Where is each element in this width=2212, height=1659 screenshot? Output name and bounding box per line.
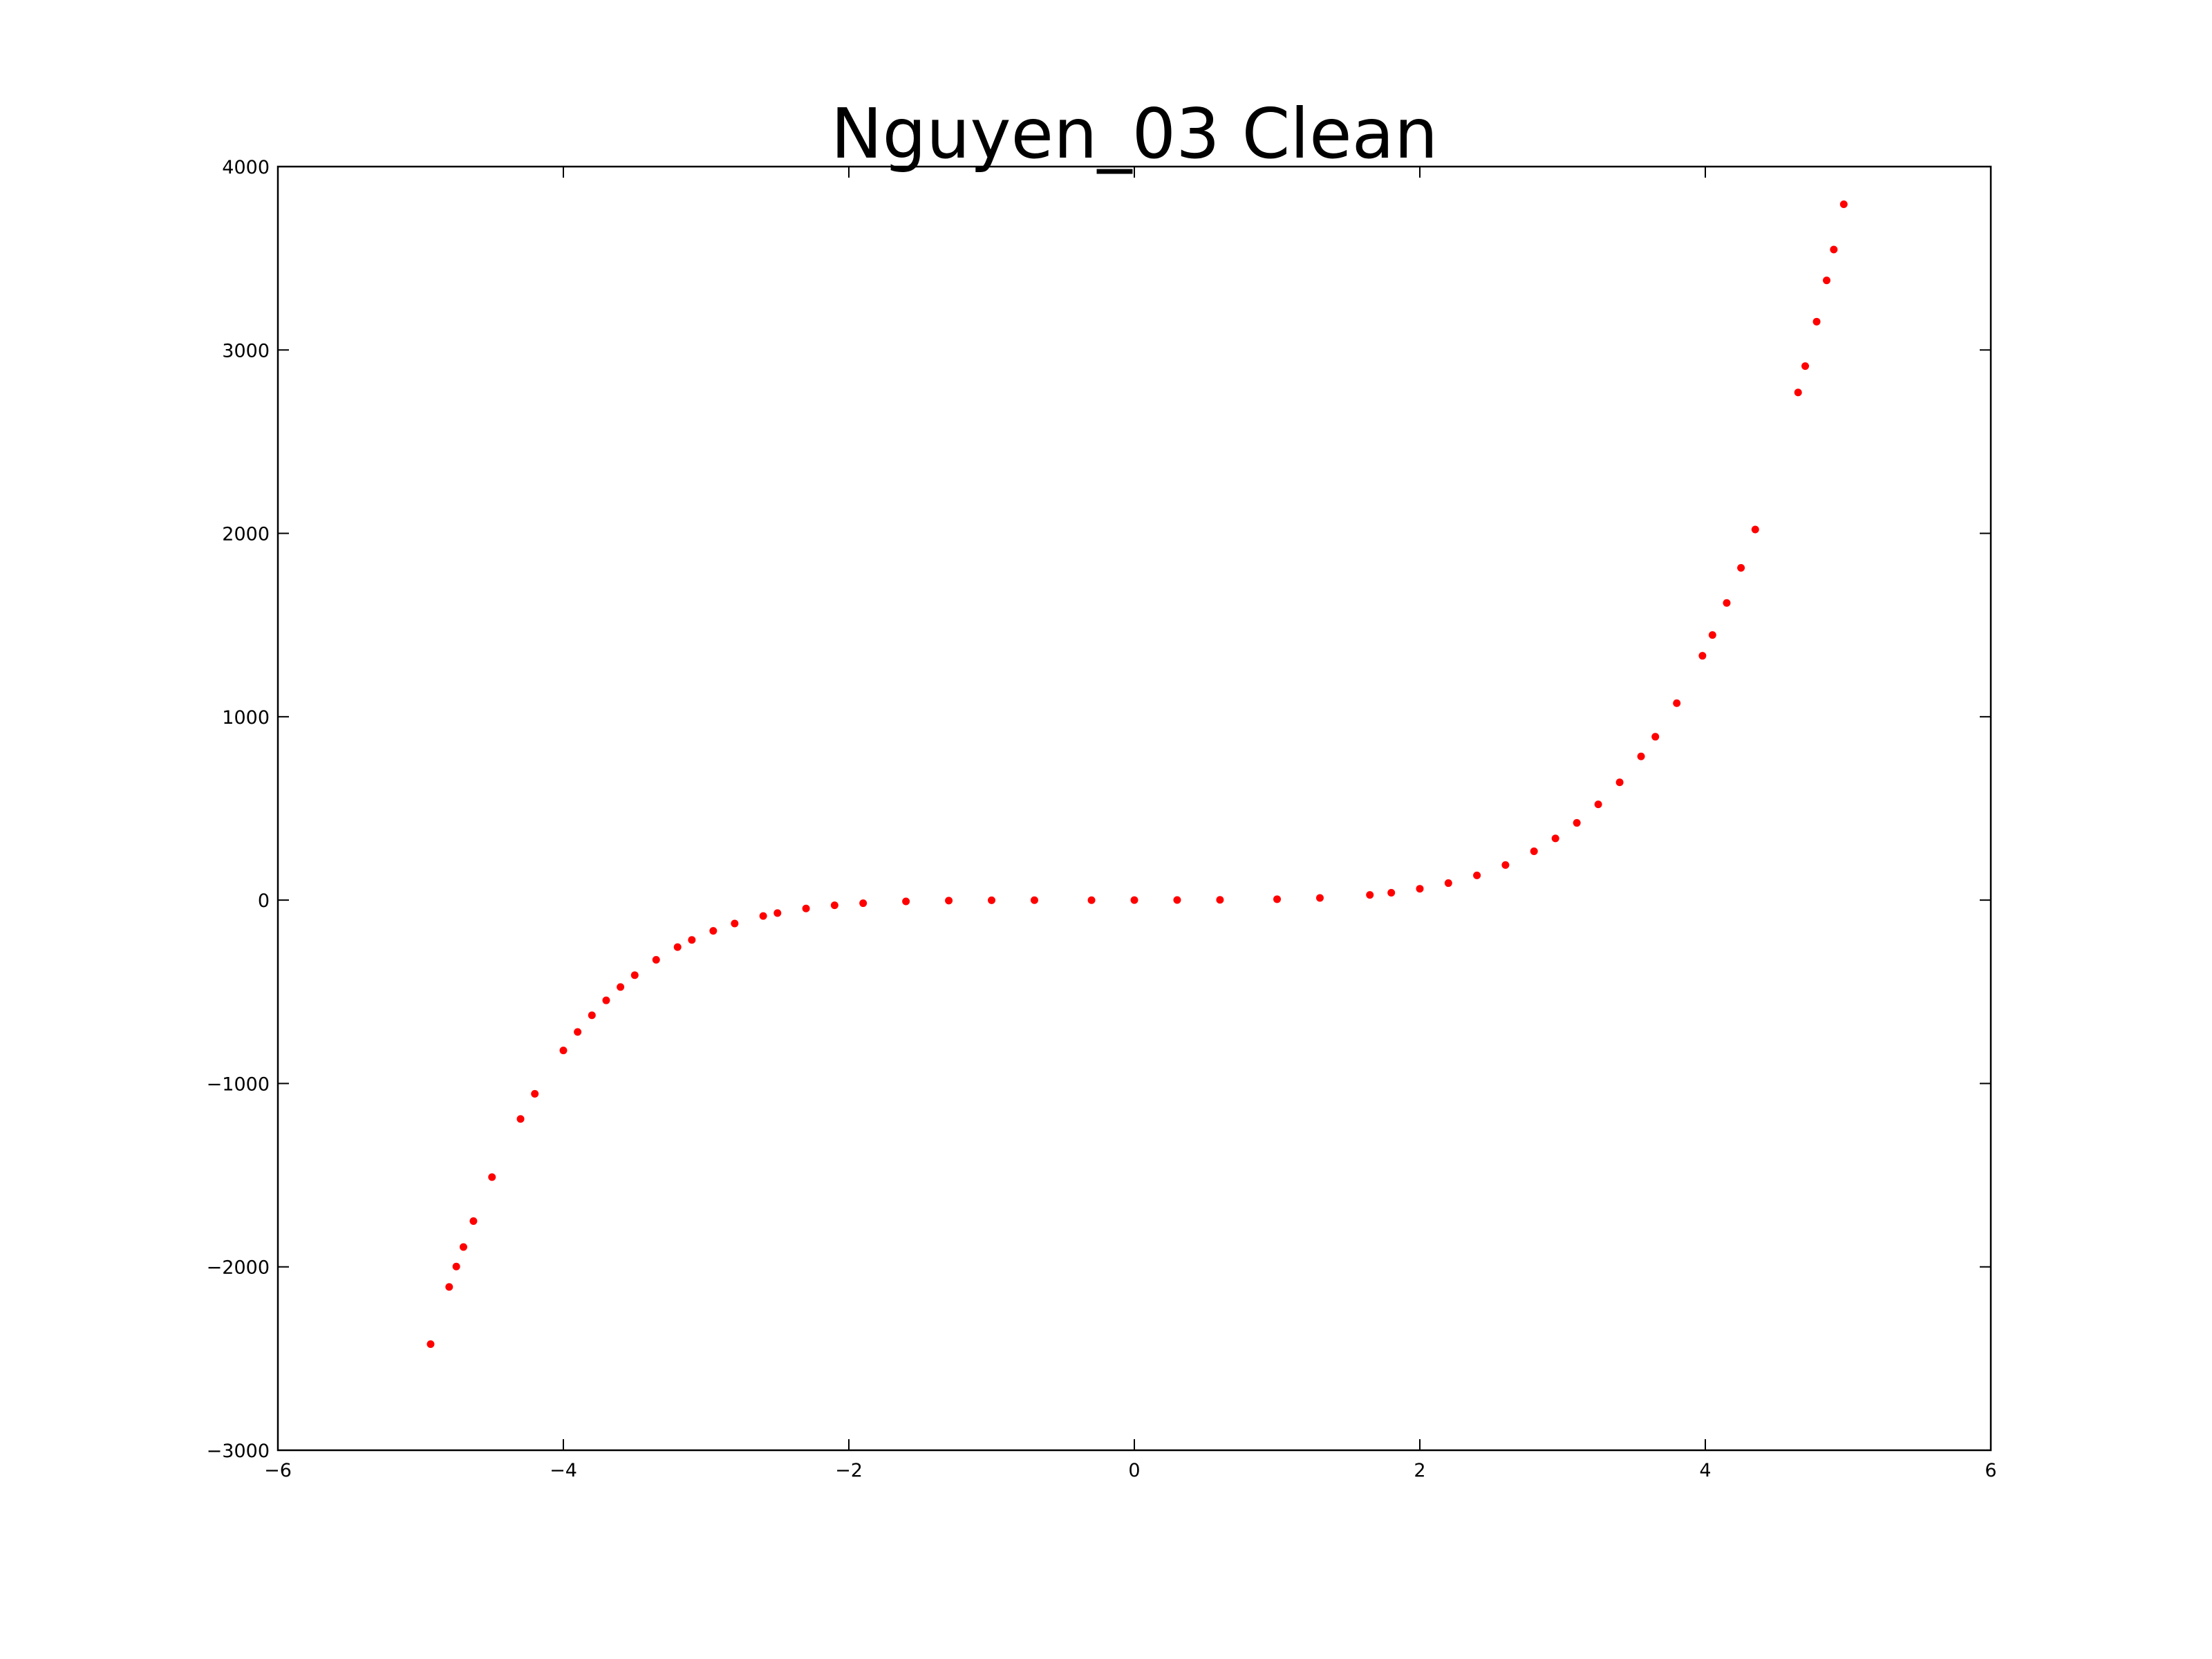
data-point: [1573, 818, 1581, 827]
data-point: [1173, 896, 1181, 904]
data-point: [1273, 895, 1281, 903]
data-point: [774, 909, 782, 917]
data-point: [1723, 599, 1731, 607]
data-point: [1366, 891, 1374, 899]
y-tick-label: 4000: [222, 157, 270, 178]
data-point: [1315, 894, 1324, 902]
data-point: [902, 897, 910, 906]
data-point: [1130, 896, 1138, 904]
data-point: [652, 956, 660, 964]
data-point: [469, 1217, 478, 1226]
x-tick-label: −4: [550, 1460, 577, 1481]
data-point: [688, 936, 696, 944]
y-tick-label: 1000: [222, 707, 270, 729]
y-tick-label: −2000: [207, 1257, 270, 1279]
y-tick-label: −1000: [207, 1074, 270, 1095]
data-point: [1087, 896, 1096, 904]
data-point: [1830, 245, 1838, 254]
y-tick-label: 2000: [222, 524, 270, 545]
data-point: [1530, 847, 1538, 856]
y-tick-label: 0: [258, 890, 270, 912]
data-point: [1473, 871, 1481, 879]
data-point: [1637, 752, 1645, 760]
data-point: [1698, 652, 1707, 660]
data-point: [1823, 276, 1831, 285]
data-point: [445, 1283, 453, 1291]
y-tick-label: −3000: [207, 1441, 270, 1462]
x-tick-label: 0: [1128, 1460, 1140, 1481]
x-tick-label: 4: [1699, 1460, 1711, 1481]
data-point: [427, 1340, 435, 1349]
data-point: [802, 904, 810, 912]
data-point: [1751, 525, 1759, 534]
data-point: [617, 983, 625, 991]
chart-title: Nguyen_03 Clean: [831, 93, 1438, 174]
data-point: [1551, 834, 1559, 843]
data-point: [452, 1262, 460, 1271]
x-tick-label: −2: [835, 1460, 863, 1481]
data-point: [1812, 317, 1821, 326]
data-point: [1444, 879, 1452, 888]
data-point: [602, 996, 610, 1004]
data-point: [945, 897, 953, 905]
data-point: [630, 971, 639, 980]
data-point: [1737, 563, 1745, 572]
x-tick-label: −6: [264, 1460, 292, 1481]
data-point: [588, 1011, 596, 1020]
data-point: [516, 1115, 525, 1123]
data-point: [988, 896, 995, 904]
data-point: [1030, 896, 1038, 904]
data-point: [1839, 200, 1848, 208]
data-point: [1216, 896, 1224, 904]
plot-frame: [276, 165, 1992, 1452]
y-tick-label: 3000: [222, 340, 270, 362]
data-point: [1794, 388, 1802, 397]
data-point: [488, 1173, 496, 1181]
data-point: [673, 943, 682, 951]
data-point: [531, 1089, 539, 1098]
data-point: [1673, 699, 1681, 707]
data-point: [1387, 888, 1396, 897]
data-point: [759, 912, 767, 920]
data-point: [574, 1028, 582, 1036]
data-point: [1501, 861, 1510, 869]
x-tick-label: 6: [1985, 1460, 1996, 1481]
data-point: [459, 1243, 467, 1251]
data-point: [731, 919, 739, 928]
x-tick-label: 2: [1414, 1460, 1425, 1481]
data-point: [830, 901, 838, 910]
data-point: [1651, 733, 1660, 741]
data-point: [1708, 631, 1716, 639]
data-point: [859, 899, 868, 908]
data-point: [559, 1047, 568, 1055]
data-point: [1615, 778, 1624, 787]
data-point: [1416, 885, 1424, 893]
data-point: [1801, 362, 1810, 371]
data-point: [1594, 800, 1602, 809]
data-point: [709, 927, 718, 935]
